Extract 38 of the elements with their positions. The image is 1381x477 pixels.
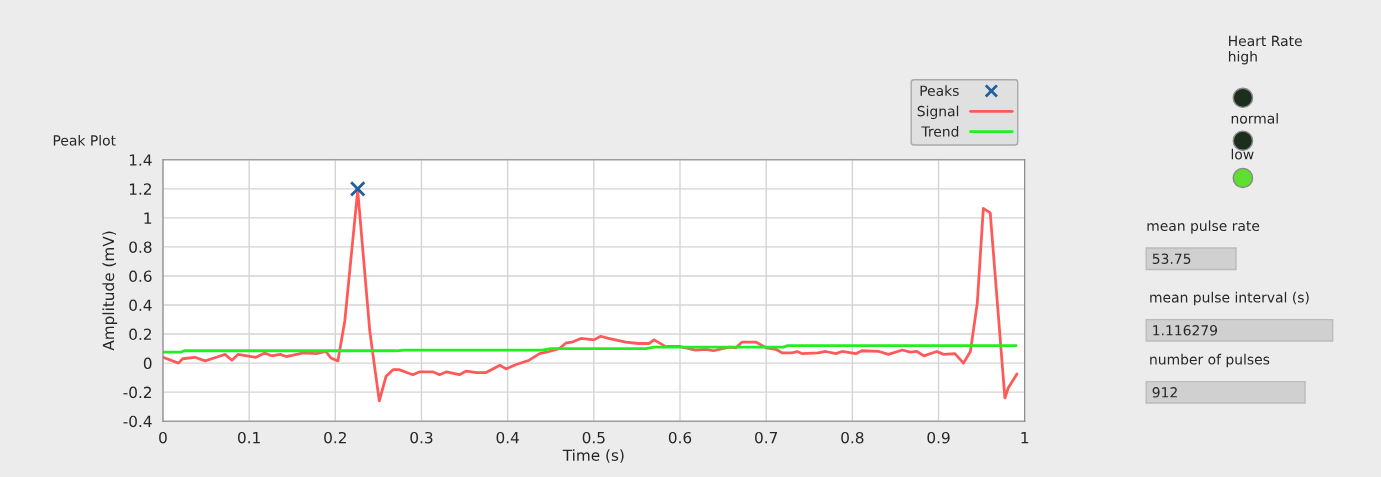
text: 53.75 [1152,253,1191,264]
x-tick-label: 0.2 [324,431,346,444]
line-series [162,344,1018,354]
x-tick-label: 0.6 [668,431,692,444]
y-tick-label: 0 [143,357,152,370]
y-axis-title: Amplitude (mV) [102,231,118,351]
x-tick-label: 0.3 [410,431,433,444]
text: low [1231,148,1254,160]
text: mean pulse rate [1147,220,1260,234]
text: 912 [1152,387,1177,398]
legend-label: Signal [917,105,959,120]
text: normal [1231,112,1278,124]
x-tick-label: 0.8 [841,431,864,444]
y-tick-label: -0.4 [123,415,152,428]
y-tick-label: 0.2 [129,328,152,341]
chart-title: Peak Plot [53,134,116,146]
x-tick-label: 0.5 [582,431,605,444]
text: number of pulses [1150,353,1270,368]
x-tick-label: 1 [1021,432,1029,444]
x-tick-label: 0.1 [237,431,260,444]
y-tick-label: 0.6 [129,270,152,282]
y-tick-label: 1.4 [129,154,152,166]
legend-label: Trend [921,126,959,137]
x-axis-title: Time (s) [562,449,624,463]
x-tick-label: 0.4 [496,431,519,444]
y-tick-label: -0.2 [123,386,152,399]
text: 1.116279 [1153,325,1218,336]
text: Heart Rate high [1228,35,1302,65]
y-tick-label: 1 [144,212,152,224]
legend-label: Peaks [920,85,959,96]
y-tick-label: 0.8 [129,241,152,253]
text: mean pulse interval (s) [1150,291,1309,306]
x-tick-label: 0.7 [755,431,778,444]
y-tick-label: 1.2 [129,183,152,195]
x-tick-label: 0.9 [927,431,950,444]
line-series [162,188,1019,403]
y-tick-label: 0.4 [129,299,152,312]
x-tick-label: 0 [159,431,167,444]
